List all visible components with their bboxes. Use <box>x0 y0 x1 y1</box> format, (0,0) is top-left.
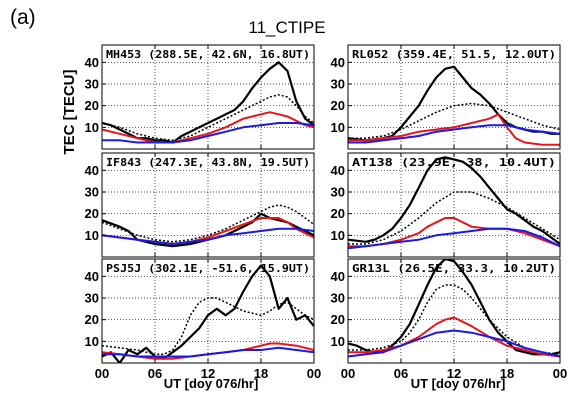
y-tick-label: 40 <box>85 269 99 284</box>
station-label: IF843 (247.3E, 43.8N, 19.5UT) <box>106 156 310 169</box>
chart-panel: 10 20 30 40 IF843 (247.3E, 43.8N, 19.5UT) <box>85 152 315 258</box>
chart-panel: 10 20 30 40 MH453 (288.5E, 42.6N, 16.8UT) <box>85 44 315 150</box>
y-tick-label: 20 <box>85 312 99 327</box>
y-tick-label: 20 <box>85 206 99 221</box>
series-line-black-dotted <box>348 284 560 356</box>
series-line-red <box>348 316 560 358</box>
series-line-blue <box>102 227 314 245</box>
station-label: MH453 (288.5E, 42.6N, 16.8UT) <box>106 48 310 61</box>
x-tick-label: 00 <box>95 366 109 381</box>
y-tick-label: 30 <box>85 185 99 200</box>
series-line-black-solid <box>102 264 314 363</box>
station-label: RL052 (359.4E, 51.5, 12.0UT) <box>352 48 556 61</box>
series-line-red <box>348 113 560 146</box>
x-axis-label-right: UT [doy 076/hr] <box>411 376 506 391</box>
y-tick-label: 10 <box>331 120 345 135</box>
x-tick-label: 18 <box>254 366 268 381</box>
series-line-blue <box>348 329 560 358</box>
y-tick-label: 20 <box>85 98 99 113</box>
station-label: AT138 (23.9E, 38, 10.4UT) <box>352 156 556 169</box>
x-tick-label: 06 <box>148 366 162 381</box>
y-tick-label: 30 <box>331 185 345 200</box>
series-line-black-dotted <box>102 94 314 142</box>
series-line-red <box>102 111 314 144</box>
series-line-black-dotted <box>348 102 560 139</box>
panel-label: (a) <box>10 6 36 29</box>
series-group <box>348 156 560 250</box>
y-tick-label: 10 <box>85 228 99 243</box>
series-line-black-solid <box>348 156 560 245</box>
series-line-black-dotted <box>102 297 314 356</box>
series-group <box>102 61 314 144</box>
series-line-blue <box>102 122 314 144</box>
y-tick-label: 10 <box>85 120 99 135</box>
y-tick-label: 20 <box>331 312 345 327</box>
y-tick-label: 40 <box>85 163 99 178</box>
y-tick-label: 20 <box>331 98 345 113</box>
series-line-blue <box>102 346 314 358</box>
figure-title: 11_CTIPE <box>248 18 326 37</box>
y-tick-label: 40 <box>331 269 345 284</box>
y-tick-label: 30 <box>331 77 345 92</box>
y-tick-label: 40 <box>85 55 99 70</box>
y-tick-label: 30 <box>85 291 99 306</box>
y-tick-label: 30 <box>331 291 345 306</box>
series-line-blue <box>348 124 560 144</box>
station-label: PSJ5J (302.1E, -51.6, 15.9UT) <box>106 262 310 275</box>
chart-panel: 10 20 30 40 GR13L (26.5E, 33.3, 10.2UT) 00 06 1… <box>331 258 567 381</box>
series-line-blue <box>348 227 560 250</box>
series-line-black-dotted <box>102 204 314 243</box>
y-tick-label: 10 <box>85 334 99 349</box>
series-line-red <box>348 217 560 248</box>
panels-layer: 10 20 30 40 MH453 (288.5E, 42.6N, 16.8UT) 10 2… <box>85 44 567 381</box>
y-axis-label: TEC [TECU] <box>61 70 78 155</box>
x-tick-label: 00 <box>553 366 567 381</box>
series-line-black-dotted <box>348 191 560 245</box>
x-tick-label: 00 <box>307 366 321 381</box>
x-tick-label: 06 <box>394 366 408 381</box>
chart-panel: 10 20 30 40 RL052 (359.4E, 51.5, 12.0UT) <box>331 44 561 150</box>
x-tick-label: 12 <box>201 366 215 381</box>
series-group <box>102 204 314 248</box>
station-label: GR13L (26.5E, 33.3, 10.2UT) <box>352 262 556 275</box>
y-tick-label: 20 <box>331 206 345 221</box>
x-tick-label: 18 <box>500 366 514 381</box>
chart-panel: 10 20 30 40 AT138 (23.9E, 38, 10.4UT) <box>331 152 561 258</box>
y-tick-label: 40 <box>331 163 345 178</box>
x-axis-label-left: UT [doy 076/hr] <box>164 376 259 391</box>
series-line-black-solid <box>102 212 314 248</box>
y-tick-label: 10 <box>331 334 345 349</box>
y-tick-label: 10 <box>331 228 345 243</box>
series-group <box>348 65 560 146</box>
x-tick-label: 00 <box>341 366 355 381</box>
y-tick-label: 30 <box>85 77 99 92</box>
chart-panel: 10 20 30 40 PSJ5J (302.1E, -51.6, 15.9UT) 00 0… <box>85 258 321 381</box>
x-tick-label: 12 <box>447 366 461 381</box>
y-tick-label: 40 <box>331 55 345 70</box>
series-group <box>102 264 314 363</box>
